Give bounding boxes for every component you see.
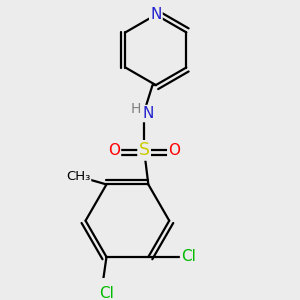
Text: O: O (168, 143, 180, 158)
Text: Cl: Cl (181, 249, 196, 264)
Text: Cl: Cl (99, 286, 114, 300)
Text: S: S (139, 141, 150, 159)
Text: CH₃: CH₃ (66, 170, 90, 183)
Text: O: O (108, 143, 120, 158)
Text: N: N (150, 7, 161, 22)
Text: H: H (130, 102, 141, 116)
Text: N: N (142, 106, 154, 121)
